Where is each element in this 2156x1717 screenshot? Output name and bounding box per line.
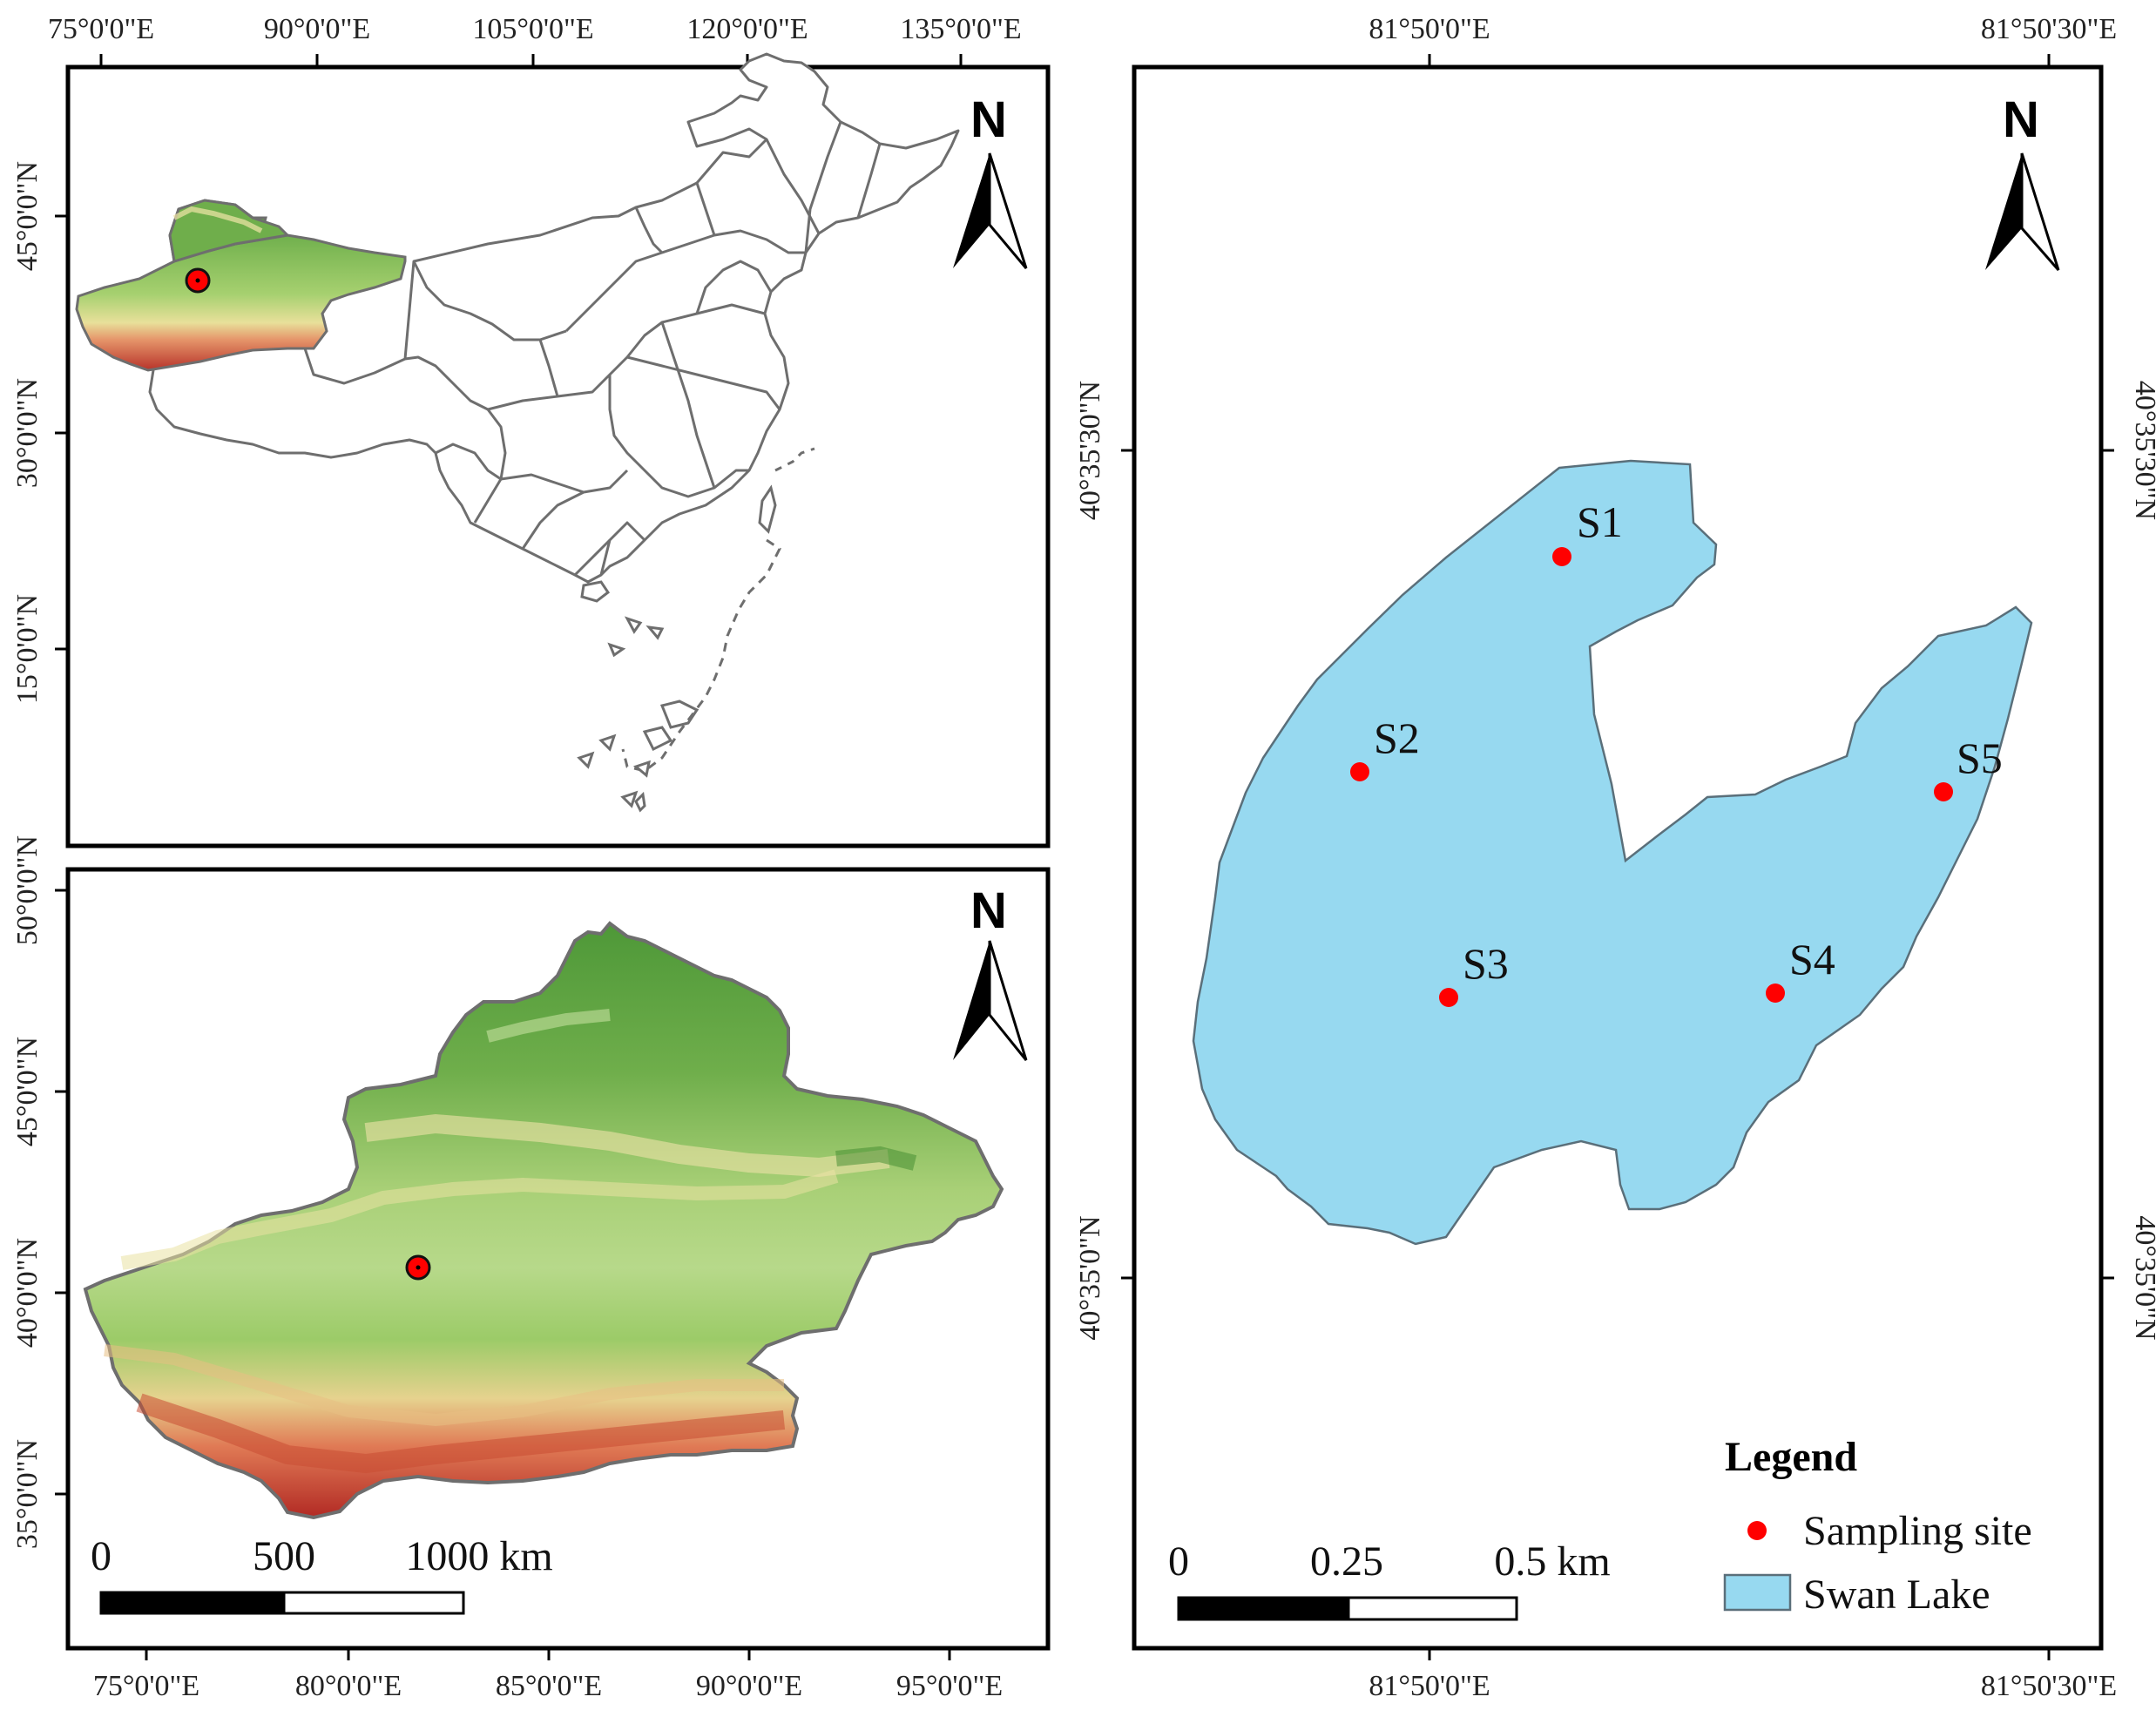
site-label-s1: S1 [1577,497,1623,546]
china-lon-label: 90°0'0"E [264,13,370,45]
legend-item-sampling-site: Sampling site [1803,1508,2032,1554]
lake-lon-label: 81°50'0"E [1369,13,1490,45]
north-label: N [970,882,1007,939]
legend-lake-symbol [1723,1573,1792,1612]
xinjiang-lon-label: 75°0'0"E [93,1670,199,1702]
scale-label: 0.25 [1310,1538,1383,1585]
north-arrow-icon: N [953,91,1028,269]
china-lon-label: 105°0'0"E [472,13,593,45]
xinjiang-map-frame [65,867,1051,1651]
china-lon-label: 75°0'0"E [48,13,154,45]
legend-title: Legend [1725,1434,1857,1480]
legend: Legend Sampling site Swan Lake [1723,1434,2032,1618]
china-lat-label: 15°0'0"N [11,594,44,704]
xinjiang-scale-bar: 0 500 1000 km [91,1533,553,1615]
lake-lon-label: 81°50'30"E [1981,1670,2117,1702]
scale-label: 500 [253,1533,315,1579]
site-label-s3: S3 [1463,939,1509,988]
north-label: N [970,91,1007,148]
lake-lon-label: 81°50'0"E [1369,1670,1490,1702]
north-arrow-icon: N [953,882,1028,1061]
lake-lat-label: 40°35'30"N [2129,381,2156,520]
scale-label: 1000 km [405,1533,552,1579]
china-boundary [148,52,960,584]
china-lat-label: 45°0'0"N [11,161,44,271]
china-islands [577,447,815,813]
lake-map-panel: 81°50'0"E 81°50'30"E 81°50'0"E 81°50'30"… [1074,13,2156,1702]
scale-label: 0 [91,1533,112,1579]
xinjiang-lat-label: 45°0'0"N [11,1037,44,1146]
lake-ticks [1121,54,2114,1660]
xinjiang-lat-label: 40°0'0"N [11,1238,44,1348]
swan-lake-polygon [1192,459,2033,1246]
xinjiang-lon-label: 85°0'0"E [496,1670,602,1702]
china-lat-label: 30°0'0"N [11,378,44,488]
china-lon-label: 120°0'0"E [686,13,808,45]
lake-lon-label: 81°50'30"E [1981,13,2117,45]
lake-map-frame [1132,64,2104,1651]
xinjiang-lat-label: 50°0'0"N [11,835,44,945]
xinjiang-bottom-ticks [145,1648,951,1660]
north-label: N [2003,91,2039,148]
scale-label: 0 [1168,1538,1189,1585]
legend-item-swan-lake: Swan Lake [1803,1572,1990,1618]
xinjiang-lon-label: 95°0'0"E [896,1670,1003,1702]
china-lon-label: 135°0'0"E [900,13,1021,45]
north-arrow-icon: N [1985,91,2060,271]
lake-lat-label: 40°35'0"N [1074,1215,1106,1340]
legend-site-symbol [1747,1521,1767,1540]
lake-scale-bar: 0 0.25 0.5 km [1168,1538,1611,1621]
xinjiang-dem-map [83,921,1004,1520]
site-marker-s4 [1766,984,1785,1003]
site-marker-s1 [1552,547,1571,566]
china-left-ticks [55,214,68,651]
scale-label: 0.5 km [1494,1538,1610,1585]
china-map-panel: 75°0'0"E 90°0'0"E 105°0'0"E 120°0'0"E 13… [11,13,1051,848]
site-label-s4: S4 [1789,935,1835,984]
xinjiang-lat-label: 35°0'0"N [11,1439,44,1549]
china-map-frame [65,64,1051,848]
site-marker-s2 [1350,762,1369,781]
site-label-s5: S5 [1957,733,2003,782]
study-site-center [195,278,200,283]
lake-lat-label: 40°35'30"N [1074,381,1106,520]
sampling-sites: S1 S2 S3 S4 S5 [1350,497,2003,1007]
study-site-center [416,1265,421,1270]
site-label-s2: S2 [1374,713,1420,762]
site-marker-s3 [1439,988,1458,1007]
xinjiang-lon-label: 90°0'0"E [696,1670,802,1702]
lake-lat-label: 40°35'0"N [2129,1215,2156,1340]
xinjiang-left-ticks [55,889,68,1496]
xinjiang-map-panel: 75°0'0"E 80°0'0"E 85°0'0"E 90°0'0"E 95°0… [11,835,1051,1702]
xinjiang-lon-label: 80°0'0"E [295,1670,402,1702]
site-marker-s5 [1934,782,1953,801]
